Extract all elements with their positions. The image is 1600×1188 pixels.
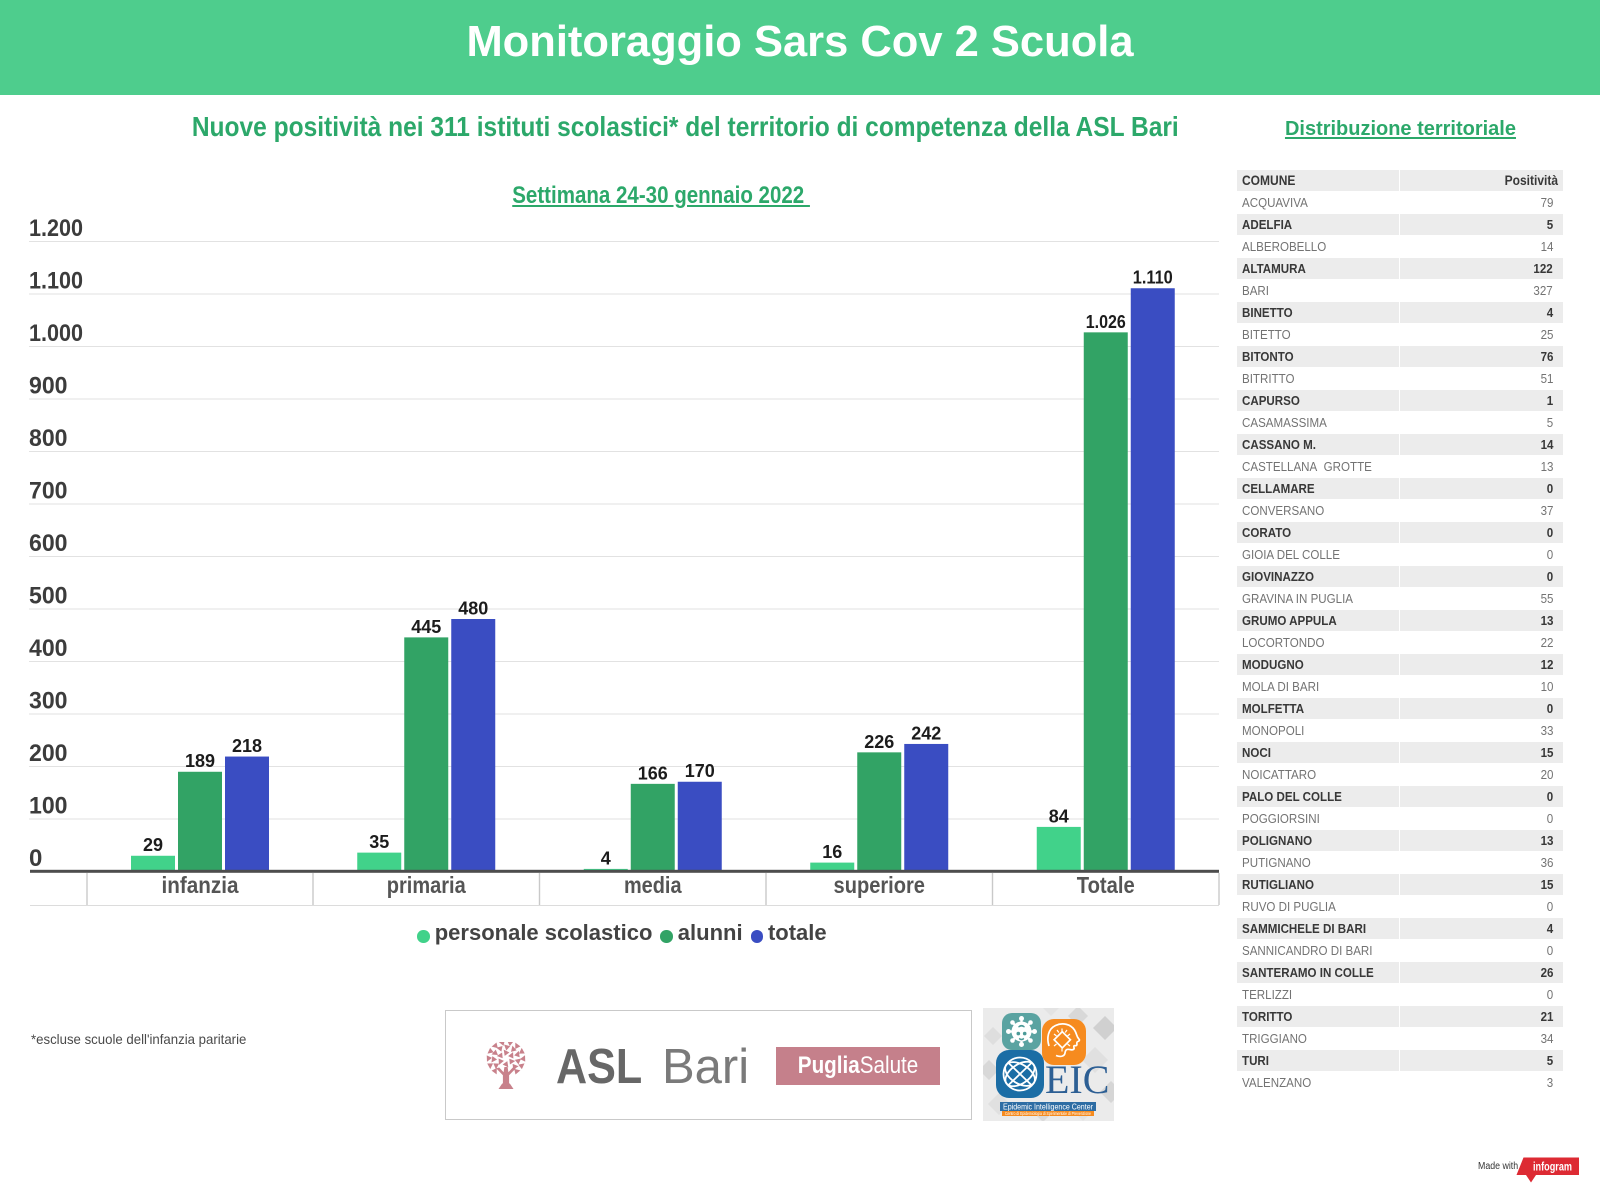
svg-text:Totale: Totale bbox=[1077, 872, 1135, 898]
svg-text:100: 100 bbox=[29, 793, 68, 820]
svg-text:4: 4 bbox=[601, 848, 611, 868]
svg-text:189: 189 bbox=[185, 751, 215, 771]
svg-text:0: 0 bbox=[29, 845, 42, 872]
svg-text:218: 218 bbox=[232, 736, 262, 756]
svg-text:800: 800 bbox=[29, 425, 68, 452]
svg-text:Epidemic Intelligence Center: Epidemic Intelligence Center bbox=[1003, 1103, 1093, 1112]
svg-text:242: 242 bbox=[911, 723, 941, 743]
svg-text:primaria: primaria bbox=[387, 872, 467, 898]
svg-text:Centro di Epidemiologia di Spe: Centro di Epidemiologia di Sperimentale … bbox=[1005, 1111, 1092, 1116]
svg-text:35: 35 bbox=[369, 832, 389, 852]
svg-text:16: 16 bbox=[822, 842, 842, 862]
svg-text:226: 226 bbox=[864, 732, 894, 752]
svg-text:29: 29 bbox=[143, 835, 163, 855]
svg-text:1.110: 1.110 bbox=[1133, 268, 1173, 288]
svg-text:1.200: 1.200 bbox=[29, 215, 83, 242]
svg-text:480: 480 bbox=[458, 598, 488, 618]
svg-text:infanzia: infanzia bbox=[162, 872, 240, 898]
svg-text:1.026: 1.026 bbox=[1086, 312, 1126, 332]
svg-text:1.100: 1.100 bbox=[29, 268, 83, 295]
svg-text:media: media bbox=[624, 872, 682, 898]
svg-text:300: 300 bbox=[29, 688, 68, 715]
svg-text:170: 170 bbox=[685, 761, 715, 781]
svg-text:600: 600 bbox=[29, 530, 68, 557]
svg-text:700: 700 bbox=[29, 478, 68, 505]
svg-text:superiore: superiore bbox=[834, 872, 925, 898]
svg-text:166: 166 bbox=[638, 763, 668, 783]
svg-text:84: 84 bbox=[1049, 806, 1069, 826]
svg-text:infogram: infogram bbox=[1533, 1162, 1572, 1174]
svg-text:400: 400 bbox=[29, 635, 68, 662]
svg-text:200: 200 bbox=[29, 740, 68, 767]
svg-text:900: 900 bbox=[29, 373, 68, 400]
svg-text:1.000: 1.000 bbox=[29, 320, 83, 347]
svg-text:500: 500 bbox=[29, 583, 68, 610]
svg-text:445: 445 bbox=[411, 617, 441, 637]
svg-text:EIC: EIC bbox=[1045, 1057, 1109, 1102]
